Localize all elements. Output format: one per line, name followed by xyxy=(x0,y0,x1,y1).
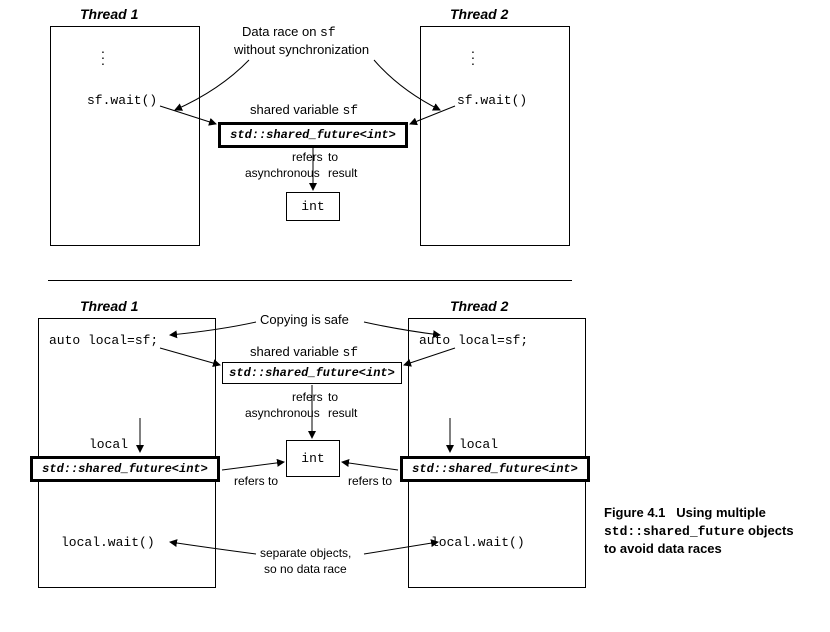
fig-num: Figure 4.1 xyxy=(604,505,665,520)
bot-refers-a: refers xyxy=(292,390,323,404)
top-race-line1: Data race on sf xyxy=(242,24,336,40)
top-thread2-wait: sf.wait() xyxy=(457,93,527,108)
bot-shared-a: shared variable xyxy=(250,344,343,359)
shared-var-sf: sf xyxy=(343,103,359,118)
dots: ... xyxy=(471,45,475,63)
fig-line2b: objects xyxy=(744,523,793,538)
top-thread1-box: ... sf.wait() xyxy=(50,26,200,246)
bot-async-b: result xyxy=(328,406,357,420)
bot-sep-b: so no data race xyxy=(264,562,347,576)
race-text-sf: sf xyxy=(320,25,336,40)
shared-var-a: shared variable xyxy=(250,102,343,117)
top-async-b: result xyxy=(328,166,357,180)
top-async-a: asynchronous xyxy=(245,166,320,180)
bot-thread2-copy: auto local=sf; xyxy=(419,333,528,348)
bot-thread2-title: Thread 2 xyxy=(450,298,508,314)
top-race-line2: without synchronization xyxy=(234,42,369,57)
bot-refersto-l: refers to xyxy=(234,474,278,488)
dots: ... xyxy=(101,45,105,63)
bot-thread2-type: std::shared_future<int> xyxy=(400,456,590,482)
top-shared-var: shared variable sf xyxy=(250,102,358,118)
bot-thread2-box: auto local=sf; local local.wait() xyxy=(408,318,586,588)
bot-copy-safe: Copying is safe xyxy=(260,312,349,327)
fig-line1: Using multiple xyxy=(676,505,766,520)
bot-refersto-r: refers to xyxy=(348,474,392,488)
top-sf-box: std::shared_future<int> xyxy=(218,122,408,148)
top-thread2-title: Thread 2 xyxy=(450,6,508,22)
bot-thread1-copy: auto local=sf; xyxy=(49,333,158,348)
bot-thread1-type: std::shared_future<int> xyxy=(30,456,220,482)
race-text-a: Data race on xyxy=(242,24,320,39)
bot-sep-a: separate objects, xyxy=(260,546,351,560)
bot-shared-var: shared variable sf xyxy=(250,344,358,360)
top-thread1-wait: sf.wait() xyxy=(87,93,157,108)
bot-sf-box: std::shared_future<int> xyxy=(222,362,402,384)
bot-thread1-wait: local.wait() xyxy=(61,535,155,550)
figure-caption: Figure 4.1 Using multiple std::shared_fu… xyxy=(604,504,824,558)
bot-thread1-local: local xyxy=(89,437,128,452)
bot-int-box: int xyxy=(286,440,340,477)
bot-thread1-title: Thread 1 xyxy=(80,298,138,314)
top-thread2-box: ... sf.wait() xyxy=(420,26,570,246)
bot-thread1-box: auto local=sf; local local.wait() xyxy=(38,318,216,588)
fig-line2a: std::shared_future xyxy=(604,524,744,539)
bot-async-a: asynchronous xyxy=(245,406,320,420)
top-thread1-title: Thread 1 xyxy=(80,6,138,22)
bot-refers-b: to xyxy=(328,390,338,404)
bot-thread2-wait: local.wait() xyxy=(431,535,525,550)
bot-shared-sf: sf xyxy=(343,345,359,360)
fig-line3: to avoid data races xyxy=(604,541,722,556)
top-refers-a: refers xyxy=(292,150,323,164)
bot-thread2-local: local xyxy=(459,437,498,452)
top-refers-b: to xyxy=(328,150,338,164)
top-int-box: int xyxy=(286,192,340,221)
divider xyxy=(48,280,572,281)
